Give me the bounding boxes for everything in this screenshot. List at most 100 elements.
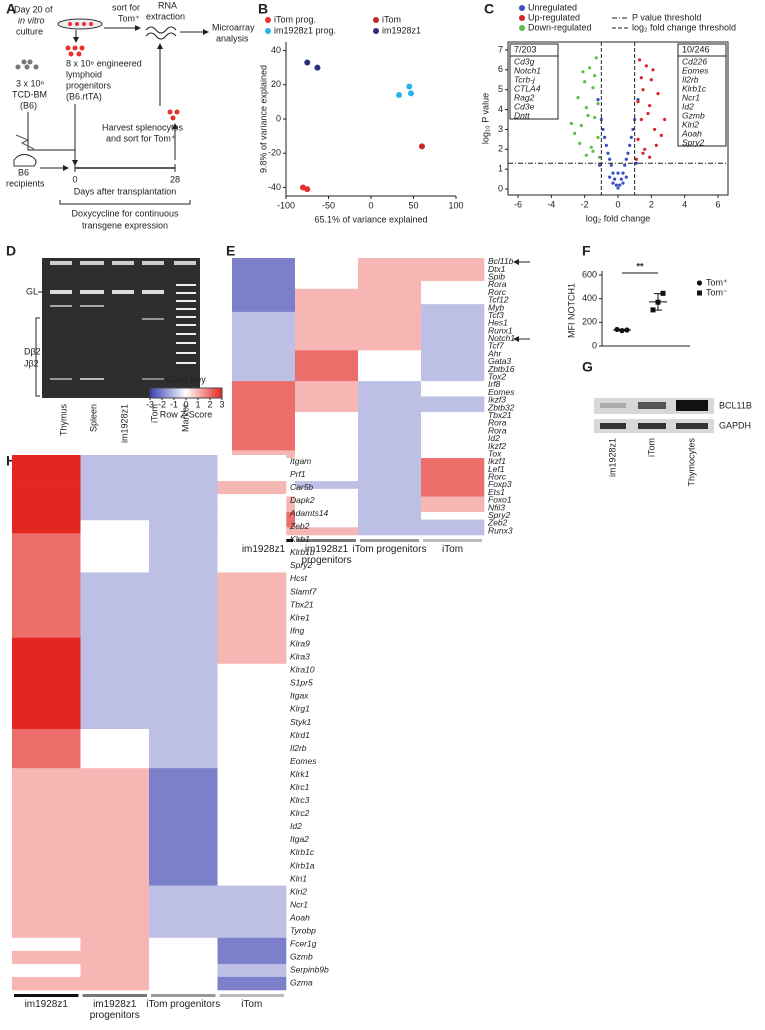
- panel-label: D: [6, 243, 16, 259]
- heat-cell: [80, 807, 150, 821]
- heat-cell: [149, 624, 218, 638]
- heat-cell: [358, 442, 422, 451]
- heat-cell: [217, 481, 287, 495]
- gene-label: Ncr1: [290, 899, 308, 909]
- gene-label: Klra3: [290, 652, 310, 662]
- point: [656, 92, 660, 96]
- heat-cell: [358, 404, 422, 413]
- heat-cell: [217, 755, 287, 769]
- point: [583, 80, 587, 84]
- gene-label: Car5b: [290, 482, 313, 492]
- heat-cell: [217, 520, 287, 534]
- heat-cell: [12, 637, 81, 652]
- gene-label: CTLA4: [514, 83, 541, 93]
- heat-cell: [421, 327, 485, 336]
- diagram-text: Day 20 of: [14, 4, 53, 14]
- point: [591, 86, 595, 90]
- point: [639, 76, 643, 80]
- legend-marker: [265, 17, 271, 23]
- key-tick-label: -3: [146, 399, 154, 409]
- gene-label: Aoah: [681, 128, 702, 138]
- heat-cell: [295, 442, 359, 451]
- gene-label: Styk1: [290, 717, 312, 727]
- gene-label: Spry2: [682, 137, 704, 147]
- heat-cell: [12, 676, 81, 691]
- point: [598, 163, 602, 167]
- heat-cell: [12, 768, 81, 782]
- key-tick-label: 2: [207, 399, 212, 409]
- heat-cell: [80, 885, 150, 899]
- gene-label: Klrb1a: [290, 860, 315, 870]
- heat-cell: [80, 585, 150, 599]
- group-bar: [219, 994, 284, 997]
- gene-label: Rora: [488, 425, 507, 435]
- gene-label: Notch1: [514, 65, 541, 75]
- point: [624, 157, 628, 161]
- y-tick-label: 3: [498, 124, 503, 134]
- gene-label: Slamf7: [290, 586, 317, 596]
- heat-cell: [149, 585, 218, 599]
- heat-cell: [80, 729, 150, 743]
- point: [581, 70, 585, 74]
- heat-cell: [358, 458, 422, 467]
- gene-label: Eomes: [488, 387, 515, 397]
- heat-cell: [80, 455, 150, 469]
- gene-label: Klrc3: [290, 795, 310, 805]
- point: [604, 143, 608, 147]
- heat-cell: [232, 404, 296, 413]
- y-tick-label: 0: [276, 113, 281, 123]
- heat-cell: [80, 768, 150, 782]
- heat-cell: [295, 519, 359, 528]
- blot-label: GAPDH: [719, 420, 751, 430]
- heat-cell: [149, 729, 218, 743]
- gene-label: Itgax: [290, 691, 309, 701]
- gene-label: Spry2: [488, 510, 510, 520]
- heat-cell: [232, 411, 296, 420]
- heat-cell: [421, 388, 485, 397]
- gene-label: Spry2: [290, 560, 312, 570]
- heat-cell: [295, 404, 359, 413]
- heat-cell: [80, 742, 150, 756]
- gel-label: GL: [26, 286, 38, 296]
- heat-cell: [12, 481, 81, 495]
- heat-cell: [80, 846, 150, 860]
- heat-cell: [358, 411, 422, 420]
- heat-cell: [12, 702, 81, 717]
- point: [419, 143, 425, 150]
- legend-label: Tom⁺: [706, 277, 728, 287]
- heat-cell: [12, 872, 81, 886]
- heat-cell: [217, 611, 287, 625]
- x-tick-label: 0: [615, 199, 620, 209]
- legend-marker: [696, 280, 703, 286]
- gene-label: Ncr1: [682, 92, 700, 102]
- heat-cell: [12, 781, 81, 795]
- heat-cell: [358, 273, 422, 282]
- heat-cell: [12, 885, 81, 899]
- heat-cell: [421, 450, 485, 459]
- gene-label: Gzmb: [682, 110, 705, 120]
- heat-cell: [217, 689, 287, 704]
- heat-cell: [149, 598, 218, 612]
- group-label: iTom progenitors: [352, 544, 427, 555]
- heat-cell: [295, 327, 359, 336]
- heat-cell: [12, 937, 81, 952]
- heat-cell: [232, 381, 296, 390]
- y-tick-label: 40: [271, 45, 281, 55]
- point: [579, 123, 583, 128]
- y-tick-label: 0: [498, 183, 503, 193]
- heat-cell: [12, 820, 81, 834]
- heat-cell: [421, 481, 485, 490]
- gene-label: S1pr5: [290, 678, 313, 688]
- error-bar: [618, 328, 626, 332]
- diagram-text: (B6.rtTA): [66, 91, 102, 101]
- x-tick-label: 50: [408, 200, 418, 210]
- heat-cell: [80, 611, 150, 625]
- heat-cell: [12, 533, 81, 547]
- group-label: iTom: [241, 999, 263, 1010]
- point: [314, 64, 321, 71]
- gene-label: Tox2: [488, 372, 506, 382]
- error-bar: [654, 293, 662, 311]
- gene-box: [677, 43, 727, 147]
- legend-marker: [519, 25, 525, 31]
- point: [641, 88, 645, 92]
